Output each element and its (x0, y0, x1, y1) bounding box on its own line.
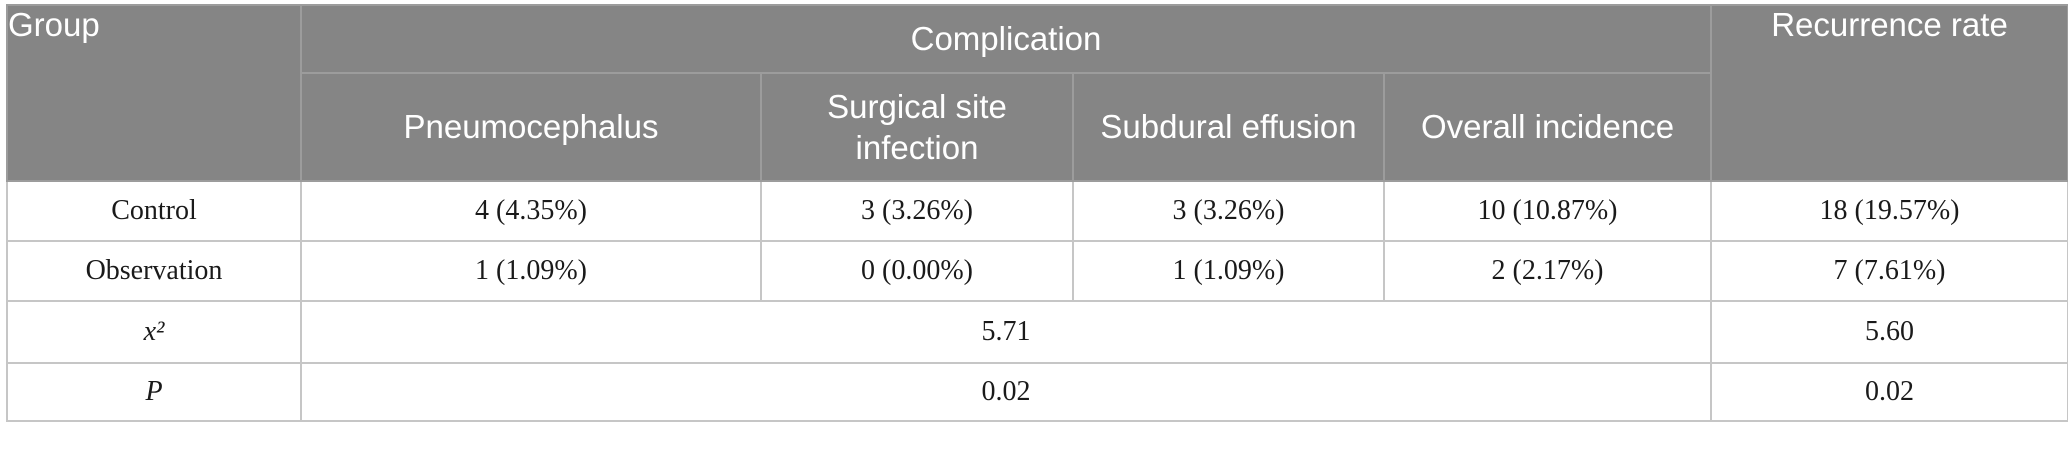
cell-p-value-recurrence-rate: 0.02 (1710, 362, 2068, 422)
column-header-pneumocephalus: Pneumocephalus (300, 72, 762, 182)
row-label-p-value: P (6, 362, 302, 422)
column-header-surgical-site-infection: Surgical site infection (760, 72, 1074, 182)
table-header: Group Complication Recurrence rate Pneum… (6, 4, 2068, 182)
table-row-chi-square: x² 5.71 5.60 (6, 300, 2068, 364)
cell-observation-pneumocephalus: 1 (1.09%) (300, 240, 762, 302)
cell-observation-overall-incidence: 2 (2.17%) (1383, 240, 1712, 302)
cell-control-subdural-effusion: 3 (3.26%) (1072, 180, 1385, 242)
cell-p-value-complication: 0.02 (300, 362, 1712, 422)
cell-chi-square-complication: 5.71 (300, 300, 1712, 364)
table-row-control: Control 4 (4.35%) 3 (3.26%) 3 (3.26%) 10… (6, 180, 2068, 242)
table-row-p-value: P 0.02 0.02 (6, 362, 2068, 422)
cell-control-surgical-site-infection: 3 (3.26%) (760, 180, 1074, 242)
table-row-observation: Observation 1 (1.09%) 0 (0.00%) 1 (1.09%… (6, 240, 2068, 302)
cell-observation-subdural-effusion: 1 (1.09%) (1072, 240, 1385, 302)
cell-observation-recurrence-rate: 7 (7.61%) (1710, 240, 2068, 302)
row-label-chi-square: x² (6, 300, 302, 364)
row-label-control: Control (6, 180, 302, 242)
cell-control-pneumocephalus: 4 (4.35%) (300, 180, 762, 242)
cell-control-overall-incidence: 10 (10.87%) (1383, 180, 1712, 242)
column-header-recurrence-rate: Recurrence rate (1710, 4, 2068, 182)
table-body: Control 4 (4.35%) 3 (3.26%) 3 (3.26%) 10… (6, 180, 2068, 422)
cell-control-recurrence-rate: 18 (19.57%) (1710, 180, 2068, 242)
header-row-top: Group Complication Recurrence rate (6, 4, 2068, 182)
complications-table: Group Complication Recurrence rate Pneum… (6, 4, 2068, 422)
column-header-subdural-effusion: Subdural effusion (1072, 72, 1385, 182)
cell-chi-square-recurrence-rate: 5.60 (1710, 300, 2068, 364)
column-header-overall-incidence: Overall incidence (1383, 72, 1712, 182)
row-label-observation: Observation (6, 240, 302, 302)
column-header-complication: Complication (300, 4, 1712, 74)
cell-observation-surgical-site-infection: 0 (0.00%) (760, 240, 1074, 302)
header-row-sub: Pneumocephalus Surgical site infection S… (7, 72, 2068, 182)
column-header-group: Group (6, 4, 302, 182)
